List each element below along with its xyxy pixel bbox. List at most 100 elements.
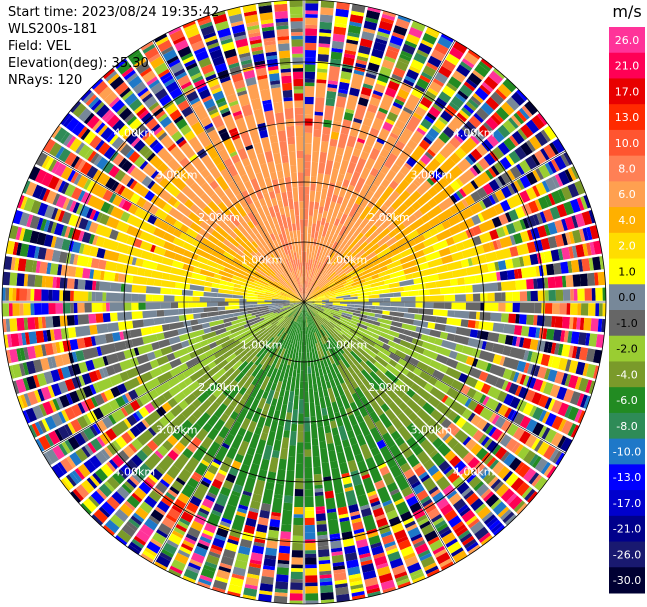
velocity-gate <box>576 317 581 330</box>
velocity-gate <box>125 459 138 472</box>
velocity-gate <box>358 263 367 270</box>
velocity-gate <box>441 418 452 430</box>
velocity-gate <box>305 10 318 15</box>
velocity-gate <box>206 334 222 344</box>
velocity-gate <box>91 280 97 291</box>
velocity-gate <box>403 78 415 87</box>
velocity-gate <box>182 539 195 549</box>
velocity-gate <box>312 456 321 468</box>
velocity-gate <box>278 545 291 554</box>
velocity-gate <box>522 375 530 387</box>
velocity-gate <box>294 388 300 396</box>
velocity-gate <box>259 509 270 519</box>
velocity-gate <box>561 275 567 288</box>
velocity-gate <box>216 374 228 386</box>
velocity-gate <box>392 101 403 110</box>
velocity-gate <box>53 223 64 236</box>
velocity-gate <box>74 468 85 480</box>
velocity-gate <box>570 259 580 273</box>
velocity-gate <box>80 401 89 413</box>
velocity-gate <box>398 333 407 341</box>
velocity-gate <box>304 114 313 119</box>
velocity-gate <box>436 497 450 510</box>
velocity-gate <box>133 238 143 248</box>
velocity-gate <box>295 341 300 356</box>
velocity-gate <box>544 277 549 289</box>
velocity-gate <box>522 402 534 416</box>
velocity-gate <box>255 345 263 353</box>
velocity-gate <box>343 206 351 216</box>
velocity-gate <box>479 394 487 404</box>
velocity-gate <box>318 563 332 572</box>
velocity-gate <box>259 583 273 592</box>
velocity-gate <box>483 471 494 482</box>
velocity-gate <box>357 347 371 360</box>
velocity-gate <box>371 273 380 280</box>
velocity-gate <box>455 352 469 364</box>
velocity-gate <box>385 49 399 60</box>
velocity-gate <box>557 402 570 417</box>
velocity-gate <box>304 208 309 220</box>
velocity-gate <box>368 493 378 501</box>
velocity-gate <box>182 263 195 272</box>
velocity-gate <box>170 413 187 429</box>
velocity-gate <box>311 223 316 238</box>
velocity-gate <box>425 133 435 142</box>
velocity-gate <box>499 156 512 170</box>
velocity-gate <box>186 502 199 514</box>
velocity-gate <box>84 444 94 456</box>
velocity-gate <box>64 439 74 452</box>
velocity-gate <box>533 278 538 289</box>
velocity-gate <box>444 294 456 302</box>
velocity-gate <box>162 423 177 437</box>
velocity-gate <box>491 165 500 176</box>
velocity-gate <box>399 279 415 287</box>
velocity-gate <box>485 397 500 411</box>
velocity-gate <box>386 111 398 122</box>
velocity-gate <box>157 455 175 473</box>
velocity-gate <box>556 203 568 218</box>
velocity-gate <box>444 302 452 310</box>
velocity-gate <box>532 407 544 421</box>
velocity-gate <box>208 365 220 377</box>
velocity-gate <box>431 170 443 181</box>
velocity-gate <box>404 168 420 184</box>
velocity-gate <box>467 153 477 164</box>
velocity-gate <box>313 129 322 138</box>
velocity-gate <box>551 175 560 189</box>
velocity-gate <box>305 42 317 51</box>
velocity-gate <box>281 437 290 449</box>
velocity-gate <box>228 466 239 477</box>
velocity-gate <box>202 422 213 433</box>
velocity-gate <box>379 265 388 272</box>
velocity-gate <box>394 473 410 491</box>
velocity-gate <box>196 302 207 308</box>
velocity-gate <box>379 255 388 263</box>
velocity-gate <box>360 151 370 161</box>
velocity-gate <box>304 312 307 324</box>
velocity-gate <box>222 387 232 397</box>
velocity-gate <box>544 397 553 410</box>
velocity-gate <box>436 476 451 491</box>
velocity-gate <box>323 374 330 382</box>
velocity-gate <box>167 376 180 388</box>
velocity-gate <box>250 552 263 562</box>
velocity-gate <box>145 476 156 486</box>
velocity-gate <box>532 185 541 197</box>
velocity-gate <box>23 393 32 407</box>
velocity-gate <box>345 552 358 562</box>
velocity-gate <box>95 369 102 380</box>
velocity-gate <box>82 498 97 513</box>
velocity-gate <box>419 520 431 530</box>
velocity-gate <box>308 290 313 297</box>
velocity-gate <box>196 376 206 386</box>
velocity-gate <box>403 329 412 336</box>
velocity-gate <box>321 281 335 291</box>
velocity-gate <box>371 117 384 131</box>
velocity-gate <box>538 409 547 422</box>
velocity-gate <box>16 288 20 301</box>
velocity-gate <box>461 58 475 69</box>
velocity-gate <box>332 303 348 307</box>
velocity-gate <box>515 314 520 324</box>
velocity-gate <box>397 539 412 551</box>
